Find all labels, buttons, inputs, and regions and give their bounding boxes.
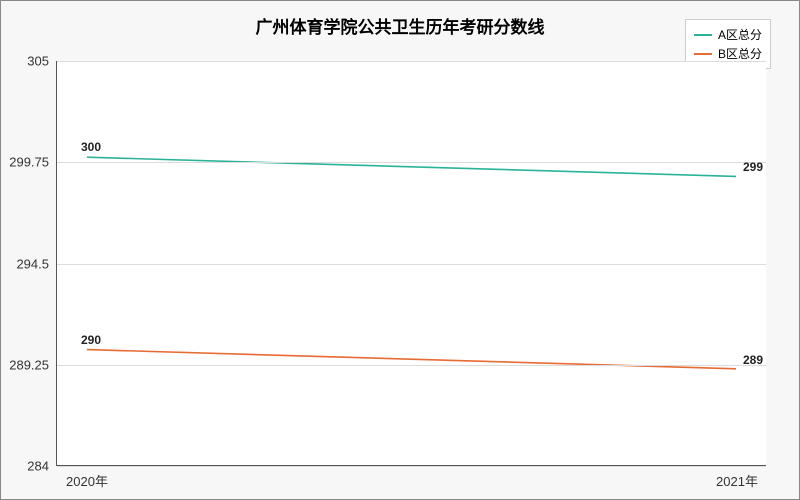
- x-tick-label: 2021年: [716, 465, 758, 490]
- x-tick-label: 2020年: [66, 465, 108, 490]
- y-tick-label: 284: [27, 459, 57, 474]
- chart-title: 广州体育学院公共卫生历年考研分数线: [1, 13, 799, 38]
- legend-item: B区总分: [694, 45, 762, 62]
- legend-swatch-1: [694, 53, 712, 55]
- grid-line: [57, 466, 766, 467]
- y-tick-label: 305: [27, 54, 57, 69]
- data-point-label: 300: [81, 140, 101, 154]
- y-tick-label: 289.25: [9, 357, 57, 372]
- grid-line: [57, 61, 766, 62]
- y-tick-label: 294.5: [16, 256, 57, 271]
- grid-line: [57, 365, 766, 366]
- grid-line: [57, 162, 766, 163]
- legend-label: B区总分: [718, 45, 762, 62]
- series-line: [87, 157, 736, 176]
- grid-line: [57, 264, 766, 265]
- y-tick-label: 299.75: [9, 155, 57, 170]
- legend-swatch-0: [694, 34, 712, 36]
- data-point-label: 299: [743, 160, 763, 174]
- chart-container: 广州体育学院公共卫生历年考研分数线 A区总分 B区总分 284 289.25 294…: [0, 0, 800, 500]
- data-point-label: 289: [743, 353, 763, 367]
- plot-area: 284289.25294.5299.753052020年2021年3002992…: [56, 61, 766, 466]
- series-line: [87, 350, 736, 369]
- legend-label: A区总分: [718, 26, 762, 43]
- data-point-label: 290: [81, 333, 101, 347]
- legend-item: A区总分: [694, 26, 762, 43]
